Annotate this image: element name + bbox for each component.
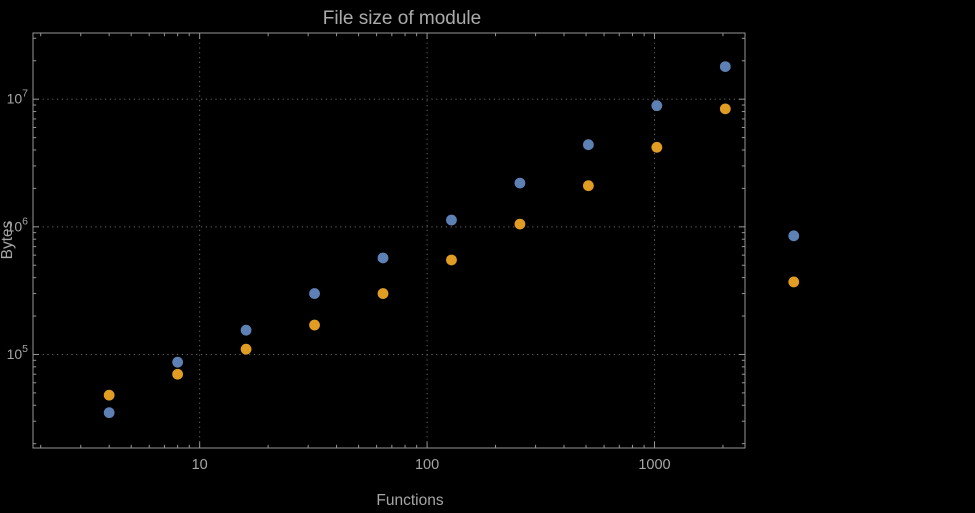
data-points	[103, 61, 800, 419]
data-point-series-2	[788, 276, 800, 288]
data-point-series-1	[719, 61, 731, 73]
data-point-series-1	[582, 139, 594, 151]
data-point-series-2	[446, 254, 457, 266]
y-tick-label: 106	[7, 215, 29, 234]
data-point-series-2	[651, 141, 663, 153]
data-point-series-2	[719, 103, 731, 115]
data-point-series-2	[240, 343, 252, 355]
axis-ticks	[33, 33, 745, 448]
data-point-series-1	[514, 177, 526, 189]
data-point-series-2	[309, 319, 320, 331]
x-tick-label: 1000	[638, 457, 670, 473]
data-point-series-1	[103, 407, 115, 419]
data-point-series-2	[103, 389, 115, 401]
x-tick-label: 10	[192, 457, 208, 473]
x-axis-label: Functions	[376, 492, 443, 509]
y-tick-label: 107	[7, 88, 29, 107]
chart-title: File size of module	[323, 8, 481, 29]
frame-rect	[32, 32, 746, 449]
y-axis-label: Bytes	[0, 220, 16, 259]
plot-frame	[32, 32, 746, 449]
data-point-series-2	[514, 218, 526, 230]
data-point-series-1	[788, 230, 800, 242]
data-point-series-1	[309, 288, 320, 299]
data-point-series-2	[582, 180, 594, 192]
gridlines	[33, 33, 745, 448]
data-point-series-1	[240, 324, 252, 336]
data-point-series-2	[172, 368, 184, 380]
data-point-series-1	[651, 100, 663, 112]
tick-labels: 10 100 1000 105 106 107	[7, 88, 671, 473]
data-point-series-2	[377, 288, 389, 299]
data-point-series-1	[172, 356, 184, 368]
x-tick-label: 100	[415, 457, 439, 473]
data-point-series-1	[446, 214, 457, 226]
data-point-series-1	[377, 252, 389, 264]
y-tick-label: 105	[7, 343, 29, 362]
